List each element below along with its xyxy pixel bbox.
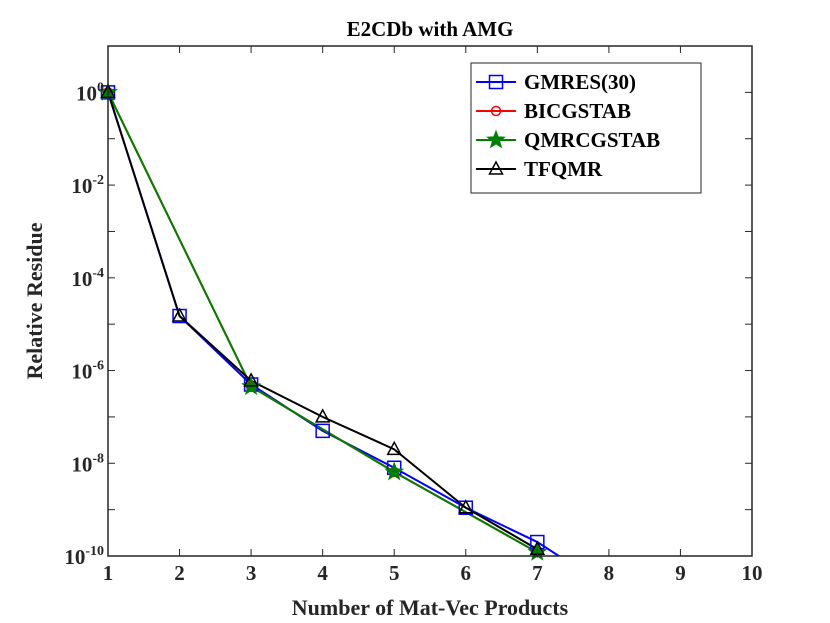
legend-label: BICGSTAB bbox=[524, 99, 631, 123]
x-tick-label: 7 bbox=[532, 561, 543, 585]
y-tick-label: 10-10 bbox=[64, 544, 104, 569]
y-tick-base: 10 bbox=[71, 174, 92, 198]
x-axis-label: Number of Mat-Vec Products bbox=[292, 595, 569, 620]
data-point-triangle bbox=[243, 372, 259, 387]
y-tick-exponent: -8 bbox=[92, 451, 104, 466]
y-tick-label: 10-2 bbox=[71, 173, 104, 198]
data-point-star bbox=[384, 461, 405, 481]
x-tick-label: 10 bbox=[742, 561, 763, 585]
legend: GMRES(30) BICGSTAB QMRCGSTAB TFQMR bbox=[470, 62, 702, 194]
x-tick-label: 4 bbox=[317, 561, 328, 585]
y-axis-label: Relative Residue bbox=[22, 222, 47, 379]
data-point-triangle bbox=[386, 440, 402, 456]
legend-marker-triangle bbox=[488, 160, 504, 175]
x-tick-label: 9 bbox=[675, 561, 686, 585]
data-point-triangle bbox=[171, 307, 188, 322]
legend-label: QMRCGSTAB bbox=[524, 128, 660, 152]
y-tick-base: 10 bbox=[71, 360, 92, 384]
x-tick-label: 6 bbox=[461, 561, 472, 585]
y-tick-exponent: 0 bbox=[97, 80, 104, 95]
y-tick-base: 10 bbox=[71, 267, 92, 291]
y-tick-exponent: -6 bbox=[92, 359, 104, 374]
legend-marker-star bbox=[486, 129, 506, 149]
series-line-tfqmr bbox=[108, 92, 538, 551]
y-tick-base: 10 bbox=[71, 452, 92, 476]
legend-box bbox=[470, 62, 702, 194]
y-tick-base: 10 bbox=[64, 545, 85, 569]
y-tick-exponent: -2 bbox=[92, 173, 104, 188]
y-tick-label: 10-8 bbox=[71, 451, 104, 476]
y-tick-exponent: -4 bbox=[92, 266, 104, 281]
chart-title: E2CDb with AMG bbox=[347, 17, 514, 41]
y-tick-exponent: -10 bbox=[85, 544, 104, 559]
data-point-square bbox=[315, 423, 330, 439]
data-point-triangle bbox=[314, 408, 331, 423]
plot-frame bbox=[107, 45, 753, 557]
legend-label: TFQMR bbox=[524, 157, 603, 181]
legend-marker-square bbox=[488, 74, 504, 90]
x-tick-label: 1 bbox=[103, 561, 114, 585]
x-tick-label: 5 bbox=[389, 561, 400, 585]
x-tick-label: 8 bbox=[604, 561, 615, 585]
x-tick-label: 3 bbox=[246, 561, 257, 585]
data-point-triangle bbox=[458, 499, 474, 514]
x-tick-label: 2 bbox=[174, 561, 185, 585]
y-tick-base: 10 bbox=[76, 81, 97, 105]
legend-marker-circle bbox=[490, 105, 502, 117]
legend-label: GMRES(30) bbox=[524, 70, 636, 94]
y-tick-label: 10-6 bbox=[71, 359, 104, 384]
y-tick-label: 100 bbox=[76, 80, 104, 105]
y-tick-label: 10-4 bbox=[71, 266, 104, 291]
